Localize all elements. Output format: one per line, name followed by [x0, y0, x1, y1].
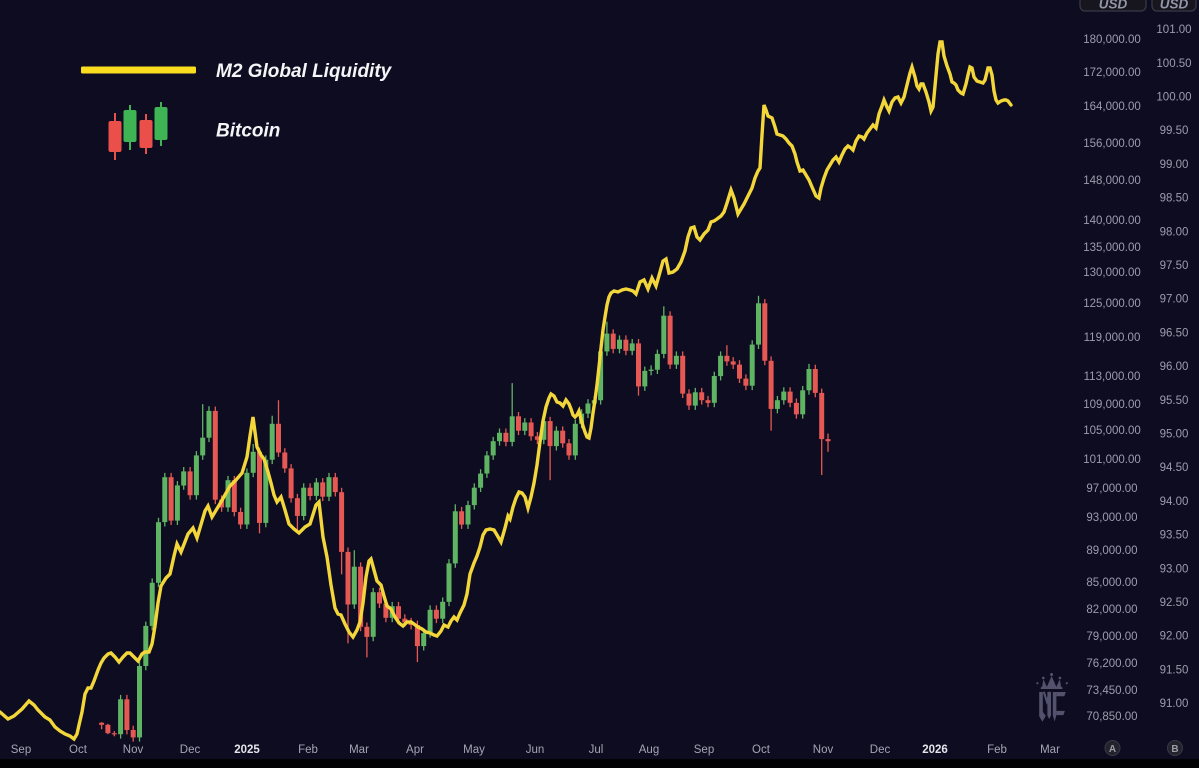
- svg-text:96.00: 96.00: [1160, 361, 1189, 373]
- svg-text:Oct: Oct: [69, 744, 88, 756]
- svg-text:95.50: 95.50: [1160, 395, 1189, 407]
- svg-text:93,000.00: 93,000.00: [1086, 512, 1137, 524]
- svg-text:100.50: 100.50: [1156, 58, 1191, 70]
- svg-text:Bitcoin: Bitcoin: [216, 121, 280, 142]
- svg-text:119,000.00: 119,000.00: [1084, 332, 1141, 344]
- svg-text:109,000.00: 109,000.00: [1083, 399, 1141, 411]
- svg-text:98.50: 98.50: [1160, 193, 1189, 205]
- svg-text:Mar: Mar: [1040, 744, 1060, 756]
- svg-text:2025: 2025: [234, 744, 260, 756]
- svg-text:Dec: Dec: [180, 744, 201, 756]
- svg-text:Jun: Jun: [526, 744, 545, 756]
- svg-text:B: B: [1171, 744, 1178, 755]
- svg-text:May: May: [463, 744, 485, 756]
- svg-text:85,000.00: 85,000.00: [1086, 577, 1137, 589]
- svg-text:97,000.00: 97,000.00: [1086, 483, 1137, 495]
- svg-text:Aug: Aug: [639, 744, 659, 756]
- svg-text:94.50: 94.50: [1160, 462, 1189, 474]
- svg-text:Nov: Nov: [123, 744, 144, 756]
- svg-text:97.00: 97.00: [1160, 294, 1189, 306]
- svg-text:156,000.00: 156,000.00: [1083, 138, 1141, 150]
- svg-text:Feb: Feb: [987, 744, 1007, 756]
- svg-text:164,000.00: 164,000.00: [1083, 101, 1141, 113]
- svg-text:Feb: Feb: [298, 744, 318, 756]
- svg-text:Mar: Mar: [349, 744, 369, 756]
- svg-text:98.00: 98.00: [1160, 226, 1189, 238]
- svg-text:USD: USD: [1099, 0, 1128, 12]
- svg-text:100.00: 100.00: [1156, 92, 1191, 104]
- svg-text:105,000.00: 105,000.00: [1083, 425, 1141, 437]
- svg-text:Sep: Sep: [11, 744, 31, 756]
- svg-text:180,000.00: 180,000.00: [1083, 34, 1141, 46]
- svg-text:113,000.00: 113,000.00: [1084, 371, 1141, 383]
- svg-text:91.00: 91.00: [1160, 698, 1189, 710]
- svg-text:97.50: 97.50: [1160, 260, 1189, 272]
- svg-text:99.50: 99.50: [1160, 125, 1189, 137]
- svg-text:76,200.00: 76,200.00: [1086, 658, 1137, 670]
- svg-text:101,000.00: 101,000.00: [1083, 454, 1141, 466]
- svg-text:148,000.00: 148,000.00: [1083, 175, 1141, 187]
- svg-text:130,000.00: 130,000.00: [1083, 267, 1141, 279]
- svg-text:Apr: Apr: [406, 744, 424, 756]
- svg-text:73,450.00: 73,450.00: [1086, 685, 1137, 697]
- svg-text:125,000.00: 125,000.00: [1083, 298, 1141, 310]
- svg-text:140,000.00: 140,000.00: [1083, 215, 1141, 227]
- svg-text:96.50: 96.50: [1160, 327, 1189, 339]
- svg-text:92.00: 92.00: [1160, 631, 1189, 643]
- svg-text:101.00: 101.00: [1156, 24, 1191, 36]
- svg-text:Jul: Jul: [589, 744, 604, 756]
- svg-text:2026: 2026: [922, 744, 948, 756]
- svg-text:135,000.00: 135,000.00: [1083, 242, 1141, 254]
- svg-text:Oct: Oct: [752, 744, 771, 756]
- svg-text:Dec: Dec: [870, 744, 891, 756]
- svg-text:95.00: 95.00: [1160, 429, 1189, 441]
- svg-text:79,000.00: 79,000.00: [1086, 631, 1137, 643]
- svg-text:89,000.00: 89,000.00: [1086, 545, 1137, 557]
- svg-text:USD: USD: [1160, 0, 1189, 12]
- svg-text:93.50: 93.50: [1160, 530, 1189, 542]
- svg-text:92.50: 92.50: [1160, 597, 1189, 609]
- svg-text:93.00: 93.00: [1160, 563, 1189, 575]
- svg-text:99.00: 99.00: [1160, 159, 1189, 171]
- svg-text:172,000.00: 172,000.00: [1083, 67, 1141, 79]
- svg-text:A: A: [1109, 744, 1116, 755]
- svg-text:M2 Global Liquidity: M2 Global Liquidity: [216, 61, 393, 82]
- svg-text:91.50: 91.50: [1160, 664, 1189, 676]
- svg-text:Sep: Sep: [694, 744, 714, 756]
- svg-text:70,850.00: 70,850.00: [1086, 711, 1137, 723]
- svg-text:82,000.00: 82,000.00: [1086, 604, 1137, 616]
- svg-text:94.00: 94.00: [1160, 496, 1189, 508]
- svg-text:Nov: Nov: [813, 744, 834, 756]
